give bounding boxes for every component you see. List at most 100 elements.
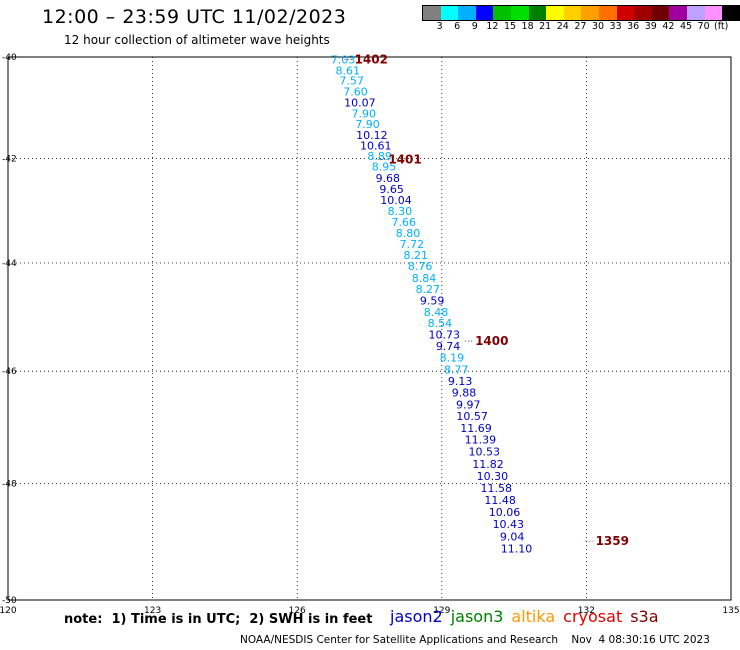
wave-height-value: 7.60: [343, 86, 368, 99]
scale-label: 3: [436, 21, 443, 32]
track-time-labels: 1402 1401 1400 1359: [344, 52, 629, 548]
wave-height-value: 10.73: [428, 329, 460, 342]
legend-jason3: jason3: [450, 607, 504, 626]
scale-swatch: [510, 6, 529, 20]
legend-s3a: s3a: [630, 607, 659, 626]
scale-label: 24: [556, 21, 569, 32]
wave-height-value: 7.03: [331, 53, 356, 66]
lat-tick-label: -44: [2, 259, 17, 269]
wave-height-value: 10.53: [468, 446, 500, 459]
scale-label: 45: [679, 21, 693, 32]
wave-height-value: 8.19: [440, 351, 465, 364]
scale-swatch: [581, 6, 599, 20]
track-time-label: 1400: [475, 334, 508, 348]
scale-swatch: [475, 6, 494, 20]
wave-height-value: 11.39: [465, 434, 497, 447]
wave-height-value: 8.30: [388, 205, 413, 218]
wave-height-value: 9.74: [436, 340, 461, 353]
scale-label: 36: [627, 21, 640, 32]
wave-height-value: 9.88: [452, 387, 477, 400]
wave-height-value: 10.61: [360, 140, 392, 153]
scale-label: 21: [539, 21, 552, 32]
scale-label: 70: [697, 21, 710, 32]
lon-tick-label: 135: [722, 606, 739, 616]
wave-height-points: 7.038.617.577.6010.077.907.9010.1210.618…: [331, 53, 533, 555]
lon-tick-label: 126: [289, 606, 306, 616]
scale-label: 42: [662, 21, 675, 32]
scale-swatch: [493, 6, 511, 20]
wave-height-value: 9.97: [456, 398, 481, 411]
lon-tick-label: 129: [433, 606, 450, 616]
scale-label: 18: [521, 21, 534, 32]
wave-height-value: 7.90: [351, 107, 376, 120]
color-scale-labels: 3 6 9 12 15 18 21 24 27 30 33 36 39 42 45 70 (ft): [422, 21, 740, 33]
wave-height-value: 8.61: [336, 65, 361, 78]
map-grid: [7, 56, 732, 601]
scale-swatch: [598, 6, 617, 20]
color-scale-bar: [422, 5, 740, 21]
scale-swatch: [423, 6, 441, 20]
wave-height-value: 9.65: [379, 183, 404, 196]
scale-label: 39: [644, 21, 657, 32]
scale-label: 27: [574, 21, 587, 32]
track-time-label: 1402: [355, 52, 388, 66]
scale-swatch: [458, 6, 476, 20]
track-time-label: 1401: [388, 152, 421, 166]
page-title: 12:00 – 23:59 UTC 11/02/2023: [42, 6, 347, 28]
note-text: note: 1) Time is in UTC; 2) SWH is in fe…: [64, 612, 373, 627]
lat-tick-label: -48: [2, 479, 17, 489]
wave-height-value: 7.90: [355, 118, 380, 131]
page-subtitle: 12 hour collection of altimeter wave hei…: [64, 33, 330, 47]
footer-credit: NOAA/NESDIS Center for Satellite Applica…: [240, 634, 710, 646]
wave-height-value: 9.59: [420, 294, 445, 307]
wave-height-value: 10.12: [356, 129, 388, 142]
wave-height-value: 11.10: [501, 543, 533, 556]
wave-height-value: 8.54: [428, 317, 453, 330]
scale-label: 33: [609, 21, 622, 32]
wave-height-value: 8.95: [372, 161, 397, 174]
wave-height-value: 7.72: [400, 238, 425, 251]
wave-height-value: 10.43: [493, 518, 525, 531]
lon-tick-label: 120: [0, 606, 17, 616]
scale-label: (ft): [714, 21, 729, 32]
wave-height-value: 8.21: [404, 249, 429, 262]
wave-height-value: 10.57: [456, 410, 488, 423]
wave-height-value: 8.76: [408, 260, 433, 273]
satellite-legend: jason2 jason3 altika cryosat s3a: [390, 607, 667, 626]
scale-swatch: [634, 6, 652, 20]
wave-height-value: 8.77: [444, 364, 469, 377]
wave-height-value: 10.06: [489, 506, 521, 519]
map-frame: [7, 56, 732, 601]
lat-tick-label: -50: [2, 596, 17, 606]
lon-tick-label: 132: [578, 606, 595, 616]
wave-height-value: 8.89: [367, 150, 392, 163]
wave-height-value: 7.57: [339, 75, 364, 88]
scale-label: 6: [454, 21, 461, 32]
scale-swatch: [528, 6, 547, 20]
lat-tick-label: -42: [2, 154, 17, 164]
scale-label: 12: [486, 21, 499, 32]
scale-label: 9: [471, 21, 478, 32]
legend-altika: altika: [511, 607, 556, 626]
lat-tick-label: -40: [2, 53, 17, 63]
wave-height-value: 8.27: [416, 283, 441, 296]
wave-height-value: 11.82: [472, 458, 504, 471]
wave-height-value: 7.66: [391, 216, 416, 229]
scale-swatch: [651, 6, 670, 20]
wave-height-value: 8.80: [396, 227, 421, 240]
scale-swatch: [722, 6, 740, 20]
scale-swatch: [546, 6, 564, 20]
legend-cryosat: cryosat: [563, 607, 623, 626]
lat-tick-label: -46: [2, 367, 17, 377]
wave-height-value: 8.48: [424, 306, 449, 319]
track-time-label: 1359: [596, 534, 629, 548]
wave-height-value: 9.04: [500, 530, 525, 543]
wave-height-value: 9.68: [376, 172, 401, 185]
wave-height-value: 10.04: [380, 194, 412, 207]
lon-tick-label: 123: [144, 606, 161, 616]
wave-height-value: 11.69: [460, 422, 492, 435]
wave-height-value: 11.48: [484, 494, 516, 507]
scale-swatch: [563, 6, 582, 20]
